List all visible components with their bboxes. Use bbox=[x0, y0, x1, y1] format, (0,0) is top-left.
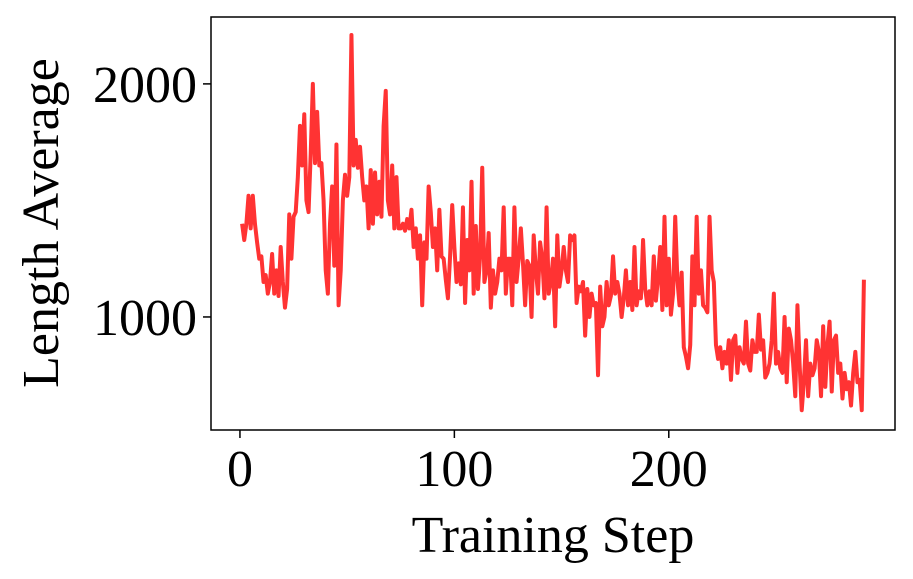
y-axis-label: Length Average bbox=[13, 58, 70, 388]
x-tick-label: 200 bbox=[630, 441, 708, 498]
data-line bbox=[240, 32, 866, 413]
y-tick-label: 1000 bbox=[93, 290, 197, 347]
x-axis-label: Training Step bbox=[412, 507, 695, 564]
y-tick-label: 2000 bbox=[93, 57, 197, 114]
x-tick-label: 100 bbox=[415, 441, 493, 498]
x-tick-label: 0 bbox=[227, 441, 253, 498]
plot-frame bbox=[210, 16, 896, 431]
